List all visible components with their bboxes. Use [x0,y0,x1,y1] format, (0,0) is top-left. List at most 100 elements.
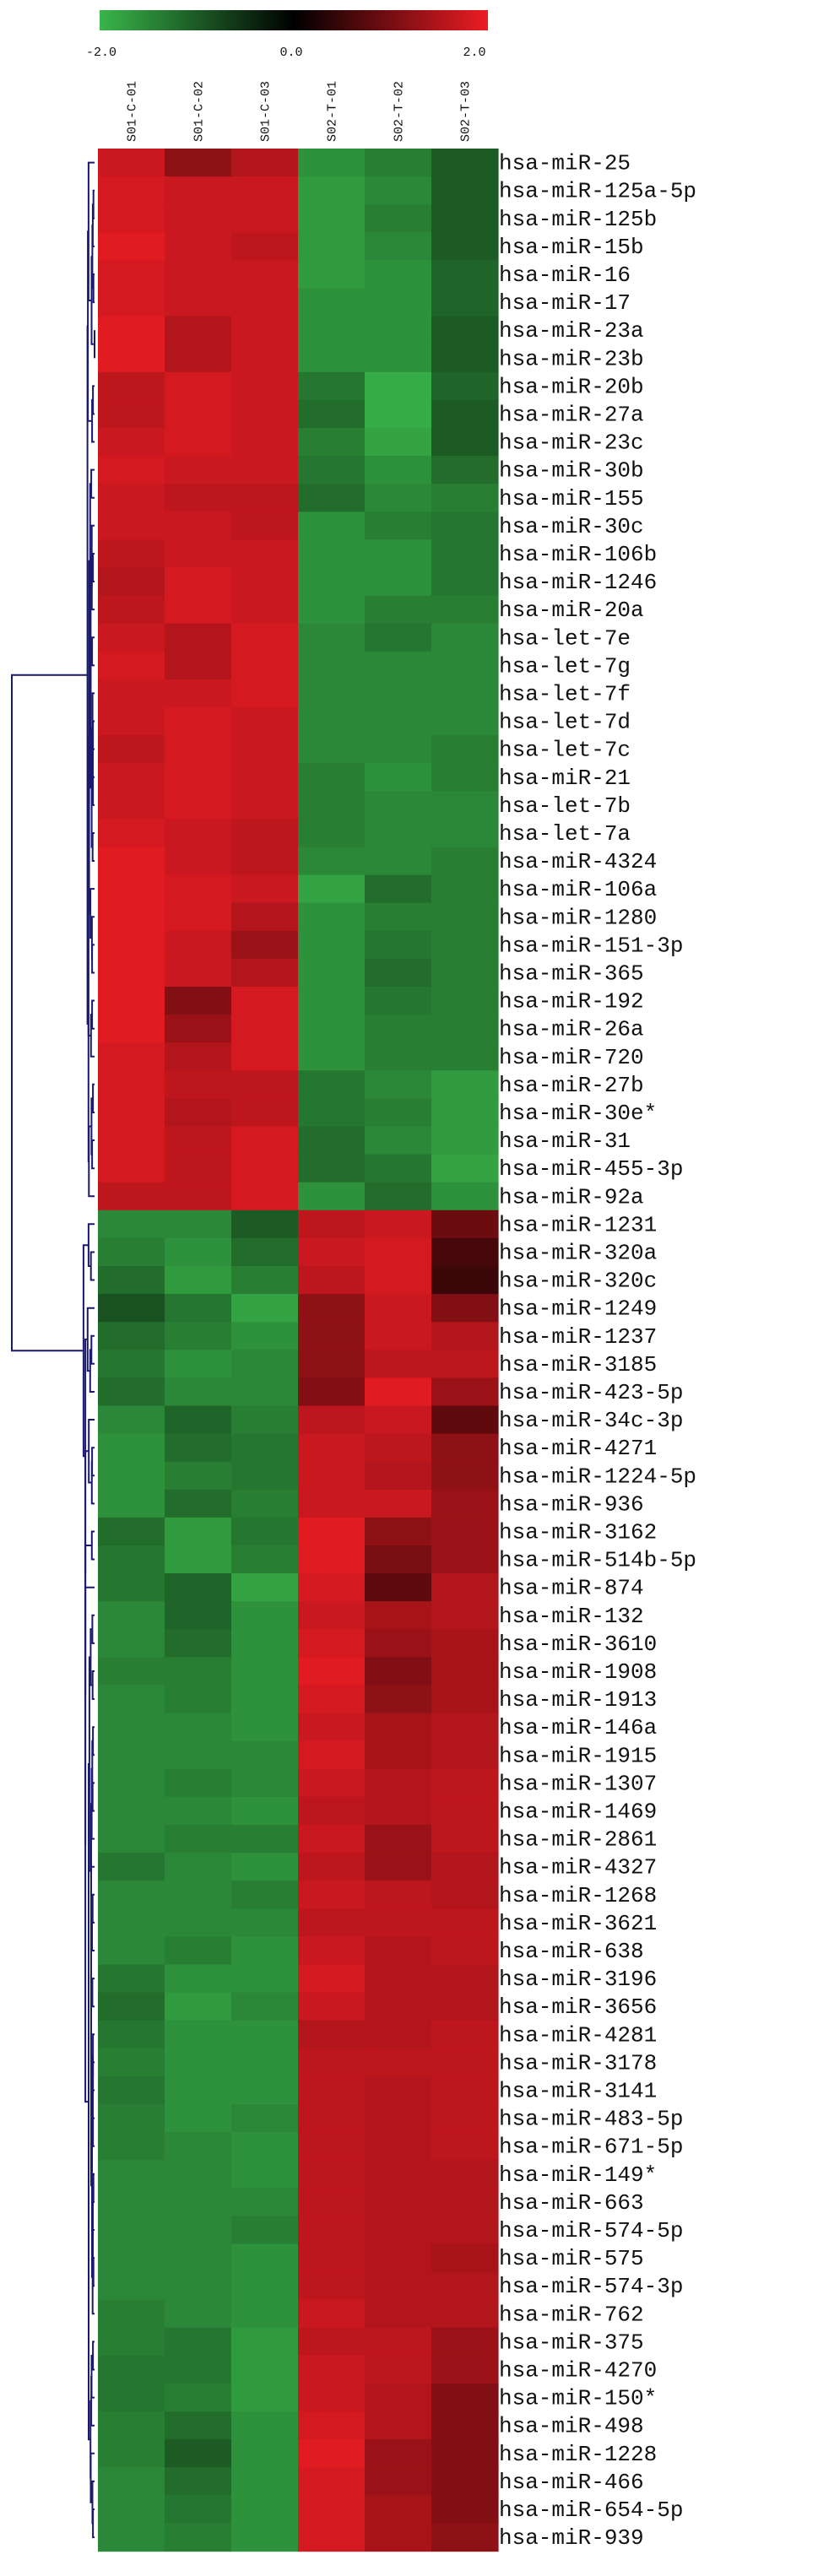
heatmap-cell [365,2495,432,2525]
heatmap-cell [231,2020,299,2049]
row-label: hsa-let-7c [499,738,631,763]
row-label: hsa-miR-365 [499,961,644,986]
dendrogram-branch [91,2092,93,2278]
row-label: hsa-miR-132 [499,1604,644,1629]
heatmap-cell [431,1237,499,1267]
heatmap-cell [98,428,165,457]
heatmap-cell [298,1294,366,1323]
heatmap-cell [165,1210,232,1239]
heatmap-cell [231,1517,299,1546]
heatmap-cell [165,567,232,597]
row-label: hsa-miR-514b-5p [499,1548,696,1573]
heatmap-cell [431,1740,499,1770]
row-label: hsa-miR-27b [499,1073,644,1098]
heatmap-cell [98,1853,165,1881]
heatmap-cell [431,1853,499,1881]
heatmap-cell [298,2439,366,2468]
row-dendrogram [11,161,95,2539]
heatmap-cell [365,176,432,205]
heatmap-cell [298,1489,366,1518]
row-label: hsa-miR-483-5p [499,2107,683,2132]
dendrogram-branch [91,832,95,862]
row-label: hsa-miR-671-5p [499,2135,683,2160]
heatmap-cell [231,2216,299,2245]
heatmap-cell [365,511,432,540]
heatmap-cell [431,1825,499,1854]
row-label: hsa-miR-16 [499,262,631,288]
heatmap-cell [231,539,299,569]
heatmap-cell [231,623,299,652]
row-label: hsa-miR-25 [499,151,631,176]
heatmap-cell [231,2299,299,2329]
heatmap-cell [98,1154,165,1183]
row-label: hsa-miR-4271 [499,1436,657,1461]
heatmap-cell [365,958,432,988]
heatmap-cell [165,874,232,904]
heatmap-cell [165,2048,232,2077]
row-label: hsa-miR-575 [499,2246,644,2271]
heatmap-cell [165,2216,232,2245]
heatmap-cell [98,2327,165,2357]
row-label: hsa-miR-423-5p [499,1380,683,1405]
heatmap-cell [431,2523,499,2552]
heatmap-cell [365,204,432,233]
dendrogram-branch [92,553,95,582]
dendrogram-branch [90,916,95,960]
row-label: hsa-miR-720 [499,1045,644,1070]
heatmap-cell [431,1768,499,1798]
heatmap-cell [165,1489,232,1518]
heatmap-cell [298,2216,366,2245]
heatmap-cell [365,623,432,652]
heatmap-cell [165,1908,232,1937]
heatmap-cell [365,539,432,569]
heatmap-cell [231,2104,299,2133]
heatmap-cell [365,2160,432,2189]
row-label: hsa-miR-1913 [499,1687,657,1713]
heatmap-cell [231,1601,299,1630]
heatmap-cell [231,2384,299,2412]
heatmap-cell [98,2160,165,2189]
heatmap-cell [365,1825,432,1854]
row-label: hsa-let-7b [499,793,631,819]
row-label: hsa-miR-1224-5p [499,1464,696,1489]
heatmap-cell [365,2384,432,2412]
heatmap-cell [165,2384,232,2412]
heatmap-cell [365,1964,432,1994]
row-label: hsa-miR-1469 [499,1799,657,1824]
heatmap-cell [165,2160,232,2189]
heatmap-cell [98,2411,165,2440]
heatmap-cell [98,371,165,401]
heatmap-cell [98,847,165,876]
heatmap-cell [365,2216,432,2245]
heatmap-cell [231,232,299,261]
heatmap-cell [98,1098,165,1128]
heatmap-cell [365,763,432,792]
heatmap-cell [431,1182,499,1211]
heatmap-cell [365,2411,432,2440]
heatmap-cell [231,1629,299,1658]
heatmap-cell [298,288,366,317]
heatmap-cell [231,679,299,708]
row-label: hsa-miR-27a [499,402,644,427]
dendrogram-branch [90,2375,95,2427]
dendrogram-branch [91,636,95,667]
heatmap-cell [365,2048,432,2077]
heatmap-cell [98,260,165,290]
heatmap-cell [365,1489,432,1518]
heatmap-cell [98,1964,165,1994]
heatmap-cell [98,567,165,597]
heatmap-cell [165,930,232,960]
heatmap-cell [365,484,432,512]
heatmap-cell [165,1350,232,1378]
heatmap-cell [431,344,499,373]
row-label: hsa-miR-20b [499,374,644,399]
heatmap-cell [231,2411,299,2440]
heatmap-cell [298,1517,366,1546]
heatmap-cell [231,1825,299,1854]
heatmap-cell [431,987,499,1015]
heatmap-cell [165,1713,232,1742]
heatmap-cell [431,1266,499,1295]
heatmap-cell [231,1768,299,1798]
heatmap-cell [365,1881,432,1909]
heatmap-cell [98,1685,165,1714]
